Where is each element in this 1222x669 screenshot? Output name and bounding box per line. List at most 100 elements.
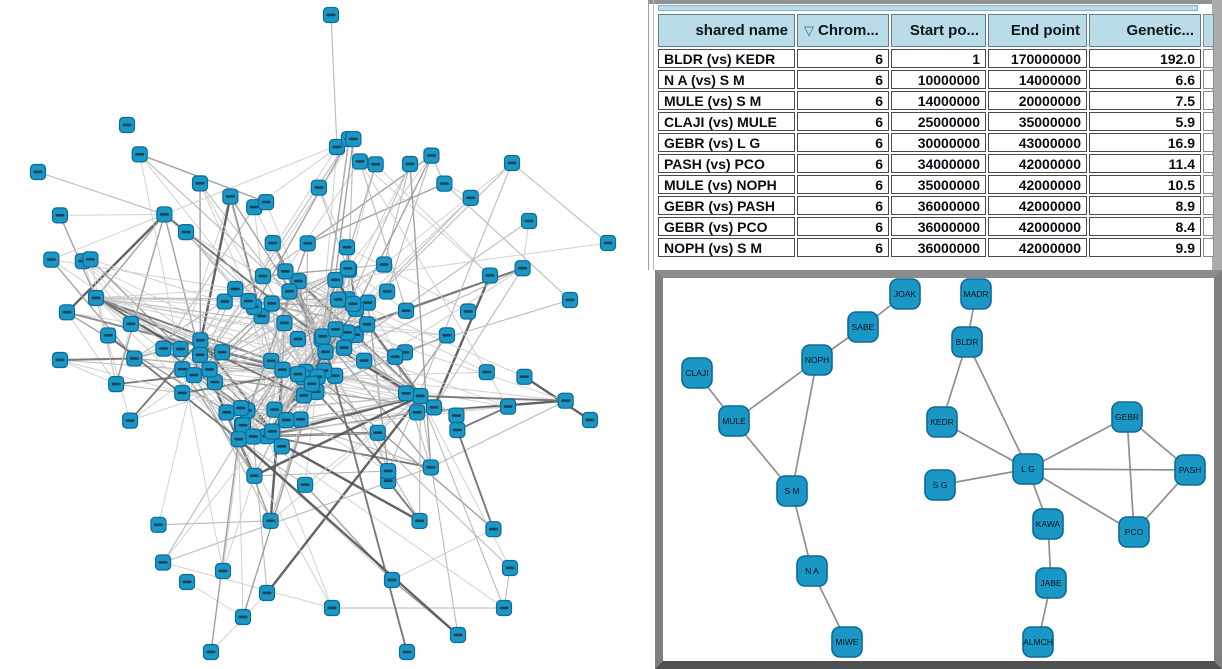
network-node[interactable] bbox=[299, 235, 316, 252]
table-cell[interactable]: 6 bbox=[797, 175, 889, 194]
network-node[interactable] bbox=[82, 251, 99, 268]
network-node[interactable] bbox=[411, 512, 428, 530]
network-node[interactable] bbox=[478, 364, 495, 381]
network-node[interactable] bbox=[330, 291, 347, 308]
network-node[interactable] bbox=[344, 295, 362, 313]
network-node[interactable] bbox=[100, 327, 117, 344]
detail-node-gebr[interactable]: GEBR bbox=[1111, 401, 1143, 433]
network-node[interactable] bbox=[359, 294, 376, 311]
table-cell[interactable]: 6 bbox=[797, 91, 889, 110]
network-node[interactable] bbox=[51, 207, 69, 224]
network-node[interactable] bbox=[436, 175, 453, 192]
network-node[interactable] bbox=[43, 251, 60, 268]
network-node[interactable] bbox=[495, 599, 513, 617]
detail-node-s-g[interactable]: S G bbox=[924, 469, 956, 501]
table-cell[interactable]: 16.9 bbox=[1089, 133, 1201, 152]
node-shape[interactable] bbox=[776, 475, 808, 507]
node-shape[interactable] bbox=[1012, 453, 1044, 485]
table-cell[interactable]: 6 bbox=[797, 112, 889, 131]
node-shape[interactable] bbox=[847, 311, 879, 343]
network-node[interactable] bbox=[317, 343, 334, 360]
network-node[interactable] bbox=[296, 476, 314, 493]
table-cell[interactable]: 36000000 bbox=[891, 196, 986, 215]
network-node[interactable] bbox=[561, 291, 579, 309]
detail-node-kedr[interactable]: KEDR bbox=[926, 406, 958, 438]
node-shape[interactable] bbox=[1035, 567, 1067, 599]
network-node[interactable] bbox=[462, 189, 479, 207]
overview-network-panel[interactable] bbox=[0, 0, 648, 669]
network-node[interactable] bbox=[245, 428, 262, 445]
network-node[interactable] bbox=[227, 280, 244, 298]
node-shape[interactable] bbox=[926, 406, 958, 438]
detail-node-joak[interactable]: JOAK bbox=[889, 278, 921, 310]
filter-icon[interactable]: ▽ bbox=[804, 23, 814, 38]
table-cell[interactable]: 35000000 bbox=[988, 112, 1087, 131]
table-cell[interactable]: 6.6 bbox=[1089, 70, 1201, 89]
table-cell[interactable]: MULE (vs) NOPH bbox=[658, 175, 795, 194]
network-node[interactable] bbox=[499, 398, 517, 415]
network-node[interactable] bbox=[254, 268, 272, 285]
network-node[interactable] bbox=[29, 163, 47, 181]
network-node[interactable] bbox=[177, 224, 195, 241]
column-header-start-po-[interactable]: Start po... bbox=[891, 14, 986, 47]
network-node[interactable] bbox=[412, 387, 429, 405]
detail-node-claji[interactable]: CLAJI bbox=[681, 357, 713, 389]
column-header-shared-name[interactable]: shared name bbox=[658, 14, 795, 47]
network-node[interactable] bbox=[398, 385, 415, 402]
network-node[interactable] bbox=[214, 562, 232, 580]
table-cell[interactable]: 6 bbox=[797, 133, 889, 152]
network-node[interactable] bbox=[281, 283, 298, 300]
table-cell[interactable]: 35000000 bbox=[891, 175, 986, 194]
detail-node-noph[interactable]: NOPH bbox=[801, 344, 833, 376]
network-node[interactable] bbox=[438, 327, 456, 344]
network-node[interactable] bbox=[218, 404, 235, 421]
network-node[interactable] bbox=[425, 399, 443, 416]
network-node[interactable] bbox=[520, 212, 538, 230]
network-node[interactable] bbox=[257, 194, 275, 211]
table-cell[interactable]: 6 bbox=[797, 196, 889, 215]
network-node[interactable] bbox=[121, 412, 139, 429]
table-cell[interactable]: 25000000 bbox=[891, 112, 986, 131]
network-node[interactable] bbox=[375, 256, 393, 273]
network-node[interactable] bbox=[266, 401, 283, 418]
table-cell[interactable]: BLDR (vs) KEDR bbox=[658, 49, 795, 68]
table-row[interactable]: CLAJI (vs) MULE 6 25000000 35000000 5.9 bbox=[658, 112, 1214, 131]
network-node[interactable] bbox=[327, 271, 344, 289]
network-node[interactable] bbox=[118, 116, 136, 134]
detail-node-s-m[interactable]: S M bbox=[776, 475, 808, 507]
network-node[interactable] bbox=[131, 146, 148, 163]
network-node[interactable] bbox=[338, 239, 356, 256]
network-node[interactable] bbox=[422, 459, 439, 476]
network-node[interactable] bbox=[380, 462, 397, 480]
network-node[interactable] bbox=[276, 314, 293, 332]
detail-node-n-a[interactable]: N A bbox=[796, 555, 828, 587]
network-node[interactable] bbox=[449, 421, 466, 439]
network-node[interactable] bbox=[191, 175, 209, 192]
network-node[interactable] bbox=[172, 340, 189, 358]
table-cell[interactable]: 42000000 bbox=[988, 196, 1087, 215]
network-node[interactable] bbox=[191, 346, 209, 364]
detail-node-madr[interactable]: MADR bbox=[960, 278, 992, 310]
table-cell[interactable]: 14000000 bbox=[891, 91, 986, 110]
detail-node-pash[interactable]: PASH bbox=[1174, 454, 1206, 486]
node-shape[interactable] bbox=[1111, 401, 1143, 433]
network-node[interactable] bbox=[423, 147, 440, 164]
table-cell[interactable]: 20000000 bbox=[988, 91, 1087, 110]
network-node[interactable] bbox=[174, 384, 191, 402]
table-cell[interactable]: 36000000 bbox=[891, 217, 986, 236]
network-node[interactable] bbox=[185, 367, 203, 384]
table-cell[interactable]: 5.9 bbox=[1089, 112, 1201, 131]
table-row[interactable]: N A (vs) S M 6 10000000 14000000 6.6 bbox=[658, 70, 1214, 89]
network-node[interactable] bbox=[485, 521, 502, 538]
table-cell[interactable]: 170000000 bbox=[988, 49, 1087, 68]
detail-node-kawa[interactable]: KAWA bbox=[1032, 508, 1064, 540]
table-cell[interactable]: 36000000 bbox=[891, 238, 986, 257]
network-node[interactable] bbox=[449, 626, 467, 644]
table-cell[interactable]: 11.4 bbox=[1089, 154, 1201, 173]
node-shape[interactable] bbox=[924, 469, 956, 501]
network-node[interactable] bbox=[222, 188, 239, 205]
network-node[interactable] bbox=[314, 328, 331, 345]
node-shape[interactable] bbox=[796, 555, 828, 587]
network-node[interactable] bbox=[262, 512, 279, 529]
node-shape[interactable] bbox=[889, 278, 921, 310]
